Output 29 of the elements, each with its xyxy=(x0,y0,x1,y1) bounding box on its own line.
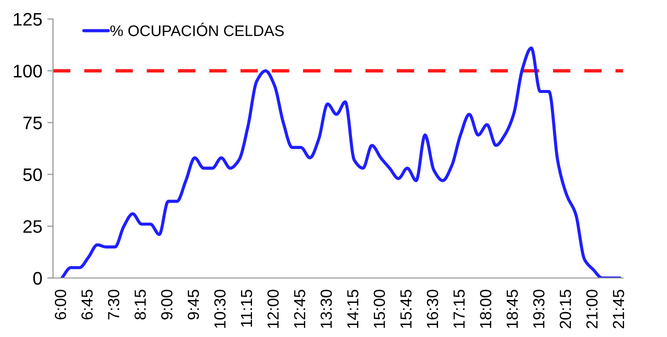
x-tick-label: 18:45 xyxy=(506,290,518,328)
x-tick-label: 18:00 xyxy=(480,290,492,328)
x-tick-label: 8:15 xyxy=(134,290,146,320)
x-tick-label: 20:15 xyxy=(560,290,572,328)
x-tick-label: 17:15 xyxy=(454,290,465,328)
x-tick-label: 12:00 xyxy=(267,290,279,328)
y-tick-label: 125 xyxy=(14,12,42,26)
x-tick-label: 12:45 xyxy=(294,290,306,328)
y-tick-label: 50 xyxy=(23,168,42,182)
x-tick-label: 14:15 xyxy=(347,290,358,328)
x-tick-label: 15:00 xyxy=(374,290,386,328)
x-tick-label: 21:00 xyxy=(586,290,598,328)
x-tick-label: 10:30 xyxy=(214,290,226,328)
x-tick-label: 19:30 xyxy=(533,290,544,328)
x-tick-label: 7:30 xyxy=(108,290,120,320)
y-tick-label: 100 xyxy=(14,64,42,78)
x-tick-label: 16:30 xyxy=(426,290,438,328)
x-tick-label: 9:45 xyxy=(188,290,200,320)
x-tick-label: 9:00 xyxy=(161,290,172,320)
x-tick-label: 13:30 xyxy=(320,290,332,328)
x-tick-label: 6:45 xyxy=(81,290,93,320)
x-tick-label: 11:15 xyxy=(241,290,252,327)
y-tick-label: 25 xyxy=(23,220,42,233)
x-tick-label: 21:45 xyxy=(612,290,624,328)
legend-label: % OCUPACIÓN CELDAS xyxy=(110,22,284,36)
y-tick-label: 0 xyxy=(33,272,42,285)
x-tick-label: 6:00 xyxy=(54,290,66,320)
x-tick-label: 15:45 xyxy=(400,290,412,328)
y-tick-label: 75 xyxy=(23,116,42,130)
